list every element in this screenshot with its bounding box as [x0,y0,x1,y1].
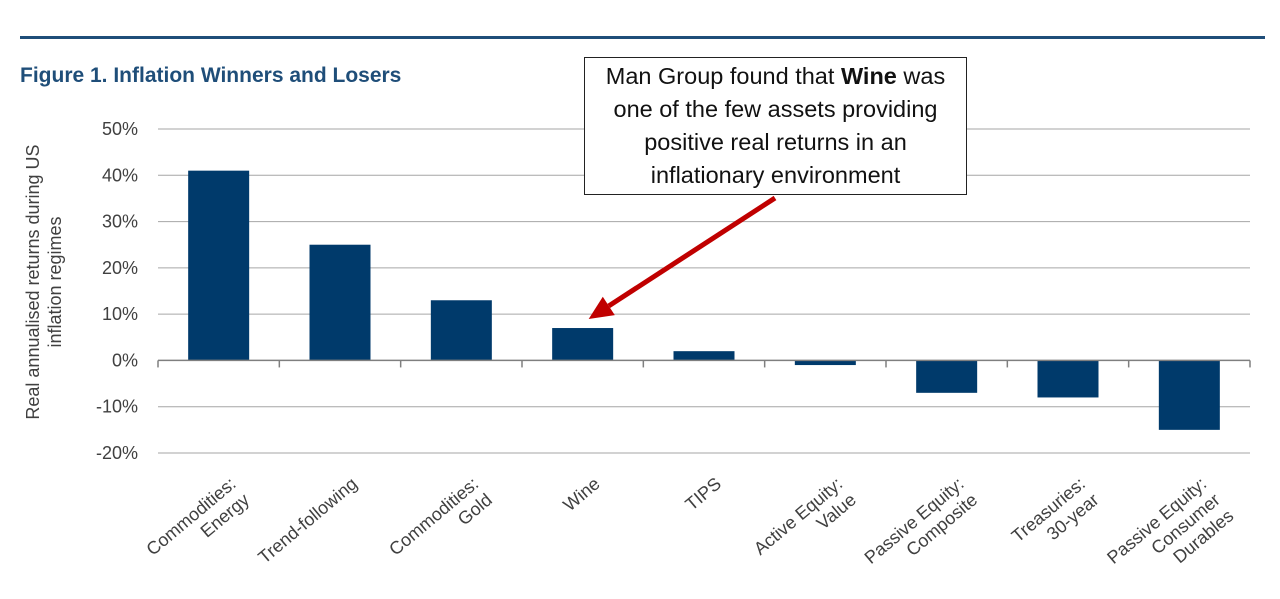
x-tick-label: Trend-following [254,473,361,567]
bar [1037,360,1099,398]
top-rule [20,36,1265,39]
figure-title: Figure 1. Inflation Winners and Losers [20,64,402,87]
bar [430,300,492,361]
callout-text-before: Man Group found that [605,63,841,89]
bar [188,170,250,361]
x-tick-label: Wine [559,473,603,515]
bar [673,351,735,361]
callout-box: Man Group found that Wine was one of the… [584,57,967,195]
callout-text-bold: Wine [840,63,897,89]
y-tick-label: 30% [102,212,138,232]
y-tick-label: 20% [102,258,138,278]
y-tick-label: 10% [102,304,138,324]
x-tick-label: Commodities:Gold [385,473,496,575]
x-tick-label: Active Equity:Value [750,473,860,575]
y-tick-label: -10% [96,397,138,417]
x-tick-label: TIPS [681,473,725,514]
callout-text-after: was one of the few assets providing posi… [613,63,946,188]
y-tick-label: -20% [96,443,138,463]
x-tick-label: Passive Equity:ConsumerDurables [1103,473,1237,599]
annotation-arrow-head [588,296,615,320]
y-tick-label: 50% [102,119,138,139]
bar [1158,360,1220,430]
x-tick-label: Treasuries:30-year [1008,473,1103,562]
callout-text: Man Group found that Wine was one of the… [593,60,958,192]
bar [309,244,371,361]
bar [794,360,856,366]
bar [552,328,614,361]
y-tick-label: 40% [102,165,138,185]
bar [916,360,978,393]
x-tick-label: Passive Equity:Composite [861,473,982,584]
x-tick-label: Commodities:Energy [143,473,254,575]
annotation-arrow-shaft [607,195,777,309]
y-tick-label: 0% [112,350,138,370]
